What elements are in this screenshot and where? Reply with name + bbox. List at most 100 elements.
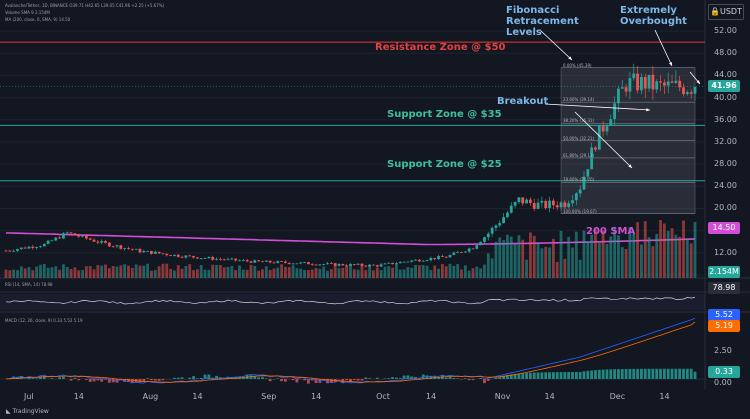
volume-bar	[563, 258, 567, 278]
macd-histogram-bar	[173, 377, 176, 379]
price-badge: 41.96	[708, 80, 740, 92]
volume-bar	[620, 247, 624, 278]
volume-bar	[234, 270, 238, 278]
volume-bar	[624, 249, 628, 278]
volume-bar	[329, 269, 333, 278]
macd-histogram-bar	[180, 377, 184, 379]
macd-legend: MACD (12, 26, close, 9) 0.33 5.52 5.19	[5, 318, 83, 323]
macd-histogram-bar	[643, 368, 647, 379]
macd-histogram-bar	[230, 376, 234, 379]
candle-body	[280, 261, 283, 262]
volume-bar	[249, 264, 253, 278]
volume-bar	[597, 242, 601, 278]
candle-body	[115, 245, 119, 247]
candle-body	[341, 264, 345, 266]
macd-histogram-bar	[651, 368, 655, 379]
overbought-arrow	[654, 29, 673, 67]
macd-histogram-bar	[494, 377, 498, 379]
volume-bar	[257, 270, 261, 278]
candle-body	[329, 263, 333, 265]
macd-histogram-bar	[513, 373, 517, 379]
macd-histogram-bar	[640, 368, 643, 379]
candle-body	[525, 199, 528, 204]
currency-label: USDT	[719, 7, 742, 16]
macd-histogram-bar	[532, 372, 536, 379]
macd-histogram-bar	[395, 377, 398, 379]
overbought-arrow-head	[669, 62, 672, 66]
candle-body	[35, 247, 39, 248]
volume-bar	[268, 269, 272, 278]
macd-histogram-bar	[551, 372, 555, 379]
breakout-arrow-2-head	[628, 164, 632, 168]
volume-bar	[529, 232, 532, 278]
macd-histogram-bar	[130, 379, 134, 384]
volume-bar	[337, 268, 341, 278]
volume-bar	[418, 265, 421, 278]
macd-histogram-bar	[138, 379, 142, 383]
volume-bar	[173, 270, 176, 278]
macd-histogram-bar	[517, 373, 521, 379]
macd-histogram-bar	[100, 379, 104, 382]
candle-body	[375, 265, 379, 267]
macd-histogram-bar	[199, 377, 203, 379]
volume-bar	[674, 234, 678, 278]
candle-body	[264, 260, 268, 262]
candle-body	[88, 238, 92, 240]
volume-bar	[104, 264, 107, 278]
candle-body	[349, 264, 352, 266]
macd-histogram-bar	[685, 368, 689, 379]
volume-bar	[444, 266, 448, 278]
macd-histogram-bar	[437, 377, 440, 379]
candle-body	[234, 258, 238, 261]
macd-histogram-bar	[35, 378, 39, 379]
candle-body	[39, 246, 42, 248]
currency-selector[interactable]: 🔒USDT	[708, 4, 744, 20]
volume-bar	[134, 264, 138, 278]
macd-histogram-bar	[326, 379, 329, 384]
candle-body	[310, 264, 314, 266]
candle-body	[624, 87, 628, 92]
volume-bar	[333, 263, 337, 278]
candle-body	[207, 257, 211, 259]
macd-histogram-bar	[249, 375, 253, 379]
candle-body	[176, 254, 180, 257]
volume-bar	[364, 270, 368, 278]
candle-body	[306, 262, 310, 265]
price-tick: 48.00	[714, 48, 737, 58]
volume-bar	[475, 266, 479, 278]
candle-body	[605, 125, 609, 132]
candle-body	[226, 258, 230, 260]
volume-bar	[176, 265, 180, 278]
volume-bar	[4, 269, 8, 278]
fibonacci-label: 0.00% (45.39)	[563, 62, 592, 68]
rsi-line	[5, 297, 696, 305]
candle-body	[333, 263, 337, 266]
candle-body	[540, 200, 544, 203]
macd-histogram-bar	[150, 379, 153, 381]
macd-histogram-bar	[452, 378, 456, 379]
volume-bar	[161, 263, 165, 278]
candle-body	[670, 81, 674, 83]
candle-body	[230, 258, 234, 260]
candle-body	[647, 74, 651, 89]
volume-bar	[532, 235, 536, 278]
macd-line	[5, 317, 696, 384]
candle-body	[433, 257, 437, 260]
volume-bar	[590, 234, 594, 278]
volume-bar	[662, 223, 666, 278]
fibonacci-label: 50.00% (32.21)	[563, 135, 595, 141]
macd-histogram-bar	[601, 369, 605, 379]
macd-histogram-bar	[306, 379, 310, 384]
macd-histogram-bar	[689, 368, 693, 379]
time-tick: Dec	[609, 392, 626, 401]
volume-bar	[207, 269, 211, 278]
candle-body	[693, 86, 697, 94]
volume-bar	[578, 259, 582, 278]
volume-bar	[299, 268, 303, 278]
candle-body	[192, 255, 195, 258]
volume-bar	[153, 270, 157, 278]
candle-body	[498, 223, 502, 226]
candle-body	[199, 258, 203, 259]
candle-body	[81, 235, 84, 237]
volume-bar	[429, 270, 433, 278]
